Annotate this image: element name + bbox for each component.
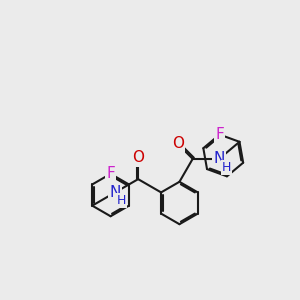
Text: F: F (215, 127, 224, 142)
Text: H: H (222, 160, 231, 174)
Text: O: O (172, 136, 184, 152)
Text: N: N (214, 152, 225, 166)
Text: N: N (110, 185, 121, 200)
Text: O: O (132, 150, 144, 165)
Text: F: F (106, 166, 115, 181)
Text: H: H (116, 194, 126, 207)
